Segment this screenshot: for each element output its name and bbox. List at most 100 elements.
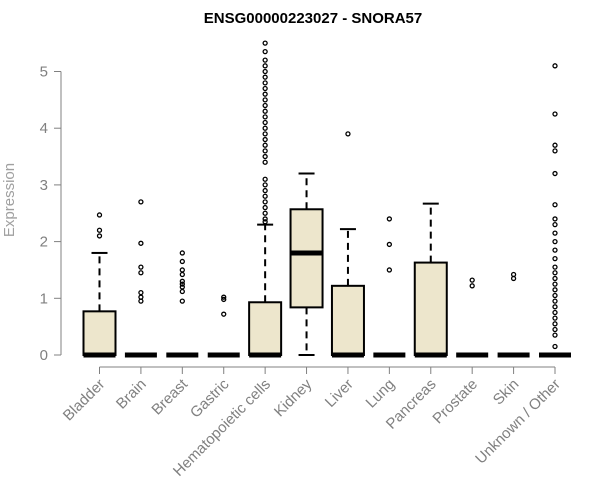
outlier-point — [552, 170, 558, 177]
outlier-point — [552, 321, 558, 327]
outlier-point — [179, 288, 185, 295]
outlier-point — [262, 153, 268, 160]
outlier-point — [552, 326, 558, 333]
box-prostate — [456, 277, 489, 358]
box-iqr — [413, 261, 448, 357]
outlier-point — [552, 343, 558, 350]
outlier-point — [138, 289, 144, 296]
outlier-point — [179, 267, 185, 273]
outlier-point — [262, 193, 268, 199]
outlier-point — [262, 85, 268, 92]
y-tick-label: 2 — [40, 234, 48, 251]
box-iqr — [248, 301, 283, 357]
boxes-group — [82, 40, 571, 358]
outlier-point — [179, 250, 185, 256]
outlier-point — [96, 227, 103, 233]
outlier-point — [552, 304, 558, 310]
outlier-point — [552, 247, 558, 253]
outlier-point — [179, 281, 185, 287]
outlier-point — [552, 255, 558, 262]
outlier-point — [552, 221, 558, 228]
y-axis: 0 1 2 3 4 5 — [40, 64, 62, 364]
y-tick-label: 1 — [40, 290, 48, 307]
outlier-point — [262, 97, 268, 103]
outlier-point — [552, 238, 558, 245]
outlier-point — [262, 131, 268, 137]
outlier-point — [262, 49, 268, 55]
outlier-point — [262, 40, 268, 46]
outlier-point — [262, 108, 268, 114]
y-tick-label: 4 — [40, 120, 48, 137]
outlier-point — [552, 216, 558, 222]
outlier-point — [262, 102, 268, 109]
x-tick-label: Prostate — [429, 376, 481, 428]
outlier-point — [221, 294, 227, 300]
x-tick-label: Breast — [148, 375, 191, 418]
outlier-point — [138, 270, 144, 276]
outlier-point — [179, 284, 185, 290]
outlier-point — [262, 125, 268, 131]
box-iqr — [289, 208, 324, 309]
outlier-point — [262, 148, 268, 154]
box-bladder — [82, 212, 117, 358]
outlier-point — [262, 63, 268, 69]
outlier-point — [386, 216, 393, 222]
y-tick-label: 3 — [40, 177, 48, 194]
outlier-point — [179, 271, 185, 278]
chart-title: ENSG00000223027 - SNORA57 — [204, 10, 422, 27]
outlier-point — [262, 91, 268, 97]
box-unknown-other — [539, 63, 571, 358]
outlier-point — [552, 230, 558, 236]
outlier-point — [345, 131, 351, 137]
box-skin — [497, 271, 530, 358]
outlier-point — [262, 176, 268, 182]
outlier-point — [138, 199, 144, 205]
outlier-point — [262, 80, 268, 86]
outlier-point — [221, 311, 227, 317]
outlier-point — [469, 283, 475, 289]
x-tick-label: Kidney — [271, 375, 316, 420]
box-liver — [330, 131, 365, 358]
outlier-point — [510, 271, 517, 278]
outlier-point — [262, 119, 268, 126]
outlier-point — [552, 270, 558, 276]
outlier-point — [262, 74, 268, 80]
outlier-point — [552, 275, 558, 282]
x-tick-label: Liver — [322, 376, 357, 411]
outlier-point — [262, 204, 268, 211]
outlier-point — [262, 142, 268, 148]
box-gastric — [207, 294, 240, 358]
outlier-point — [138, 294, 144, 300]
outlier-point — [469, 277, 475, 283]
outlier-point — [262, 114, 268, 120]
outlier-point — [262, 136, 268, 143]
outlier-point — [179, 258, 185, 265]
outlier-point — [262, 199, 268, 205]
y-tick-label: 5 — [40, 64, 48, 81]
outlier-point — [552, 292, 558, 299]
outlier-point — [96, 212, 103, 218]
outlier-point — [552, 315, 558, 321]
outlier-point — [179, 278, 185, 284]
outlier-point — [262, 159, 268, 165]
outlier-point — [552, 111, 558, 117]
y-tick-label: 0 — [40, 347, 48, 364]
x-tick-label: Bladder — [60, 376, 109, 425]
outlier-point — [552, 142, 558, 148]
box-lung — [373, 216, 406, 358]
box-kidney — [289, 172, 324, 356]
outlier-point — [552, 287, 558, 293]
outlier-point — [262, 57, 268, 63]
x-tick-label: Brain — [113, 376, 150, 413]
outlier-point — [552, 309, 558, 316]
outlier-point — [262, 210, 268, 216]
outlier-point — [138, 264, 144, 270]
outlier-point — [96, 233, 103, 239]
outlier-point — [552, 148, 558, 154]
outlier-point — [262, 68, 268, 75]
outlier-point — [552, 281, 558, 287]
outlier-point — [552, 332, 558, 338]
y-axis-label: Expression — [1, 163, 18, 237]
